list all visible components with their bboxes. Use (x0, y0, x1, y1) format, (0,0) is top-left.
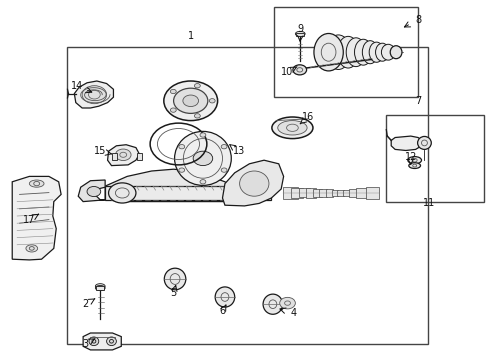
Bar (112, 153, 117, 160)
Ellipse shape (215, 287, 234, 307)
Text: 10: 10 (281, 67, 293, 77)
Ellipse shape (82, 86, 106, 104)
Bar (282, 187, 298, 199)
Bar (299, 189, 309, 197)
Text: 4: 4 (290, 308, 296, 318)
Text: 16: 16 (301, 112, 314, 122)
Ellipse shape (263, 294, 282, 314)
Ellipse shape (174, 131, 231, 185)
Ellipse shape (209, 99, 215, 103)
Ellipse shape (87, 186, 101, 197)
Bar (386, 115, 483, 202)
Polygon shape (222, 160, 283, 206)
Polygon shape (83, 333, 121, 350)
Ellipse shape (221, 168, 226, 172)
Ellipse shape (26, 245, 38, 252)
Text: 17: 17 (23, 215, 36, 225)
Polygon shape (390, 136, 422, 150)
Text: 6: 6 (219, 306, 225, 316)
Ellipse shape (368, 42, 383, 62)
Ellipse shape (354, 39, 371, 65)
Ellipse shape (362, 41, 377, 64)
Bar (273, 7, 417, 97)
Bar (337, 190, 344, 196)
Ellipse shape (170, 108, 176, 112)
Ellipse shape (194, 114, 200, 118)
Ellipse shape (106, 337, 116, 346)
Text: 12: 12 (404, 152, 416, 162)
Bar (137, 153, 142, 160)
Bar (305, 188, 315, 198)
Ellipse shape (337, 36, 358, 68)
Ellipse shape (163, 81, 217, 121)
Ellipse shape (179, 144, 184, 149)
Text: 3: 3 (82, 339, 88, 349)
Ellipse shape (183, 95, 198, 107)
Bar (312, 189, 321, 197)
Ellipse shape (221, 144, 226, 149)
Ellipse shape (239, 171, 268, 196)
Polygon shape (78, 180, 105, 202)
Text: 8: 8 (414, 15, 420, 25)
Polygon shape (107, 145, 139, 166)
Ellipse shape (277, 121, 306, 135)
Ellipse shape (417, 136, 430, 149)
Ellipse shape (170, 89, 176, 94)
Bar (105, 186, 271, 200)
Polygon shape (74, 81, 113, 108)
Bar (343, 190, 349, 196)
Ellipse shape (381, 44, 394, 60)
Ellipse shape (193, 151, 212, 166)
Ellipse shape (325, 35, 350, 69)
Ellipse shape (95, 284, 105, 289)
Ellipse shape (194, 84, 200, 88)
Ellipse shape (375, 43, 388, 61)
Ellipse shape (173, 88, 207, 113)
Ellipse shape (108, 183, 136, 203)
Polygon shape (12, 176, 61, 260)
Bar (96, 286, 104, 290)
Text: 9: 9 (297, 24, 303, 34)
Ellipse shape (89, 337, 99, 346)
Text: 7: 7 (414, 96, 420, 106)
Text: 14: 14 (71, 81, 83, 91)
Ellipse shape (95, 285, 105, 291)
Bar (325, 189, 333, 197)
Ellipse shape (389, 46, 401, 59)
Bar (331, 190, 338, 196)
Ellipse shape (346, 38, 365, 67)
Ellipse shape (292, 65, 306, 75)
Ellipse shape (271, 117, 312, 139)
Ellipse shape (115, 149, 131, 161)
Ellipse shape (407, 157, 421, 164)
Ellipse shape (295, 31, 305, 36)
Ellipse shape (200, 133, 205, 137)
Text: 5: 5 (170, 288, 176, 298)
Polygon shape (105, 169, 232, 202)
Text: 13: 13 (232, 146, 244, 156)
Ellipse shape (29, 180, 44, 187)
Bar (296, 33, 304, 36)
Text: 1: 1 (187, 31, 193, 41)
Text: 11: 11 (422, 198, 435, 208)
Bar (291, 188, 303, 198)
Ellipse shape (313, 33, 343, 71)
Text: 2: 2 (82, 299, 88, 309)
Bar (348, 189, 356, 197)
Bar (365, 186, 379, 199)
Ellipse shape (279, 297, 295, 309)
Bar (319, 189, 326, 197)
Text: 15: 15 (94, 146, 106, 156)
Bar (67, 47, 427, 344)
Ellipse shape (408, 163, 420, 168)
Ellipse shape (179, 168, 184, 172)
Ellipse shape (200, 180, 205, 184)
Bar (355, 188, 366, 198)
Ellipse shape (164, 268, 185, 290)
